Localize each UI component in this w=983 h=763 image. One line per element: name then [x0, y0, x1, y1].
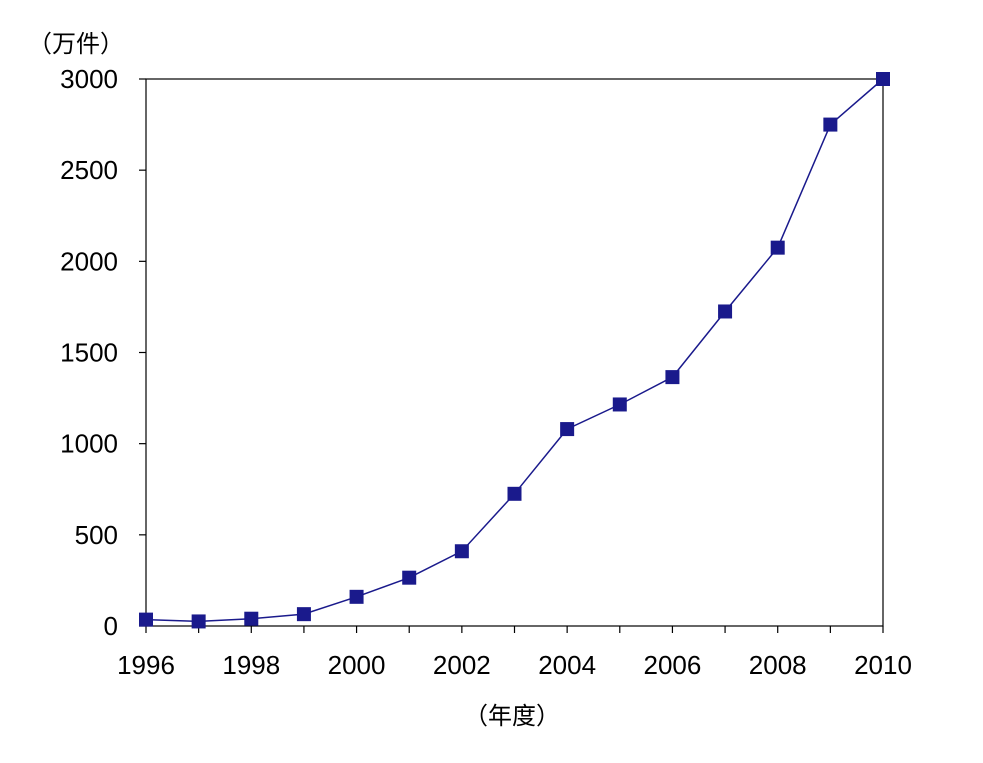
data-point-2004 [560, 422, 575, 437]
x-tick-label-2002: 2002 [433, 650, 491, 680]
y-tick-label-1000: 1000 [60, 429, 118, 459]
y-tick-label-0: 0 [104, 611, 118, 641]
plot-frame [145, 78, 884, 627]
data-point-2002 [454, 544, 469, 559]
data-point-2010 [876, 72, 890, 86]
x-tick-label-2006: 2006 [644, 650, 702, 680]
data-point-2008 [770, 240, 785, 255]
y-tick-label-2500: 2500 [60, 155, 118, 185]
data-point-1999 [296, 607, 311, 622]
data-point-2009 [823, 117, 838, 132]
x-tick-label-2004: 2004 [538, 650, 596, 680]
y-tick-label-2000: 2000 [60, 246, 118, 276]
data-point-1997 [191, 614, 206, 629]
x-tick-label-2000: 2000 [328, 650, 386, 680]
x-axis-title: （年度） [464, 702, 560, 730]
x-tick-label-2008: 2008 [749, 650, 807, 680]
data-point-2000 [349, 589, 364, 604]
data-point-2003 [507, 486, 522, 501]
data-point-2006 [665, 370, 680, 385]
x-tick-label-1996: 1996 [117, 650, 175, 680]
y-axis-title: （万件） [28, 30, 124, 58]
data-point-1996 [139, 612, 153, 627]
data-point-1998 [244, 611, 259, 626]
data-point-2007 [718, 304, 733, 319]
data-point-2005 [612, 397, 627, 412]
y-tick-label-500: 500 [75, 520, 118, 550]
x-tick-label-2010: 2010 [854, 650, 912, 680]
plot-area: 0 500 1000 1500 2000 2500 3000 1996 1998 2000 2002… [60, 64, 912, 680]
x-tick-label-1998: 1998 [222, 650, 280, 680]
series-line-0 [145, 78, 884, 623]
y-tick-label-1500: 1500 [60, 338, 118, 368]
data-point-2001 [402, 570, 417, 585]
y-tick-label-3000: 3000 [60, 64, 118, 94]
